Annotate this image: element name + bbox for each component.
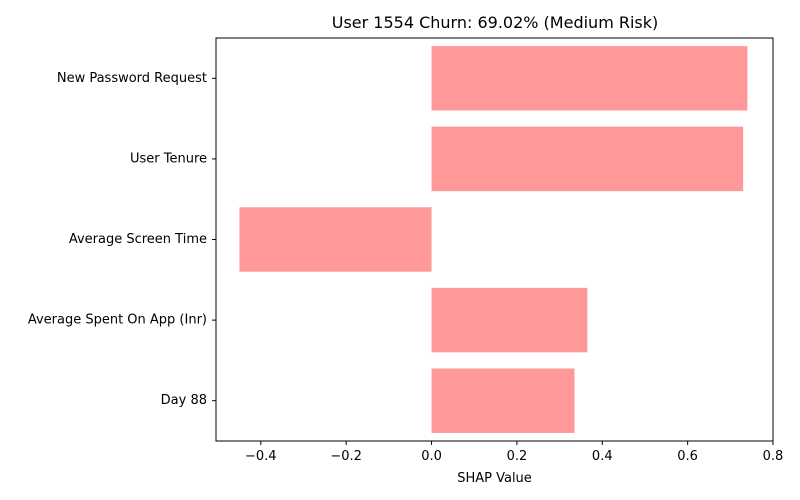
x-tick-label-3: 0.2 <box>507 449 528 464</box>
y-tick-label-4: Day 88 <box>161 393 207 408</box>
x-tick-label-2: 0.0 <box>421 449 442 464</box>
bar-3 <box>431 287 588 353</box>
y-tick-label-3: Average Spent On App (Inr) <box>28 313 207 328</box>
bar-0 <box>431 46 748 111</box>
x-axis-label: SHAP Value <box>457 471 532 486</box>
x-tick-label-6: 0.8 <box>763 449 784 464</box>
bar-2 <box>239 207 432 272</box>
bar-1 <box>431 126 744 192</box>
y-tick-label-0: New Password Request <box>57 71 207 86</box>
bar-4 <box>431 368 575 433</box>
y-tick-label-2: Average Screen Time <box>69 232 207 247</box>
y-tick-label-1: User Tenure <box>130 151 207 166</box>
x-tick-label-5: 0.6 <box>677 449 698 464</box>
x-tick-label-0: −0.4 <box>245 449 277 464</box>
x-tick-label-1: −0.2 <box>330 449 362 464</box>
plot-frame <box>215 37 774 442</box>
chart-title: User 1554 Churn: 69.02% (Medium Risk) <box>332 13 659 32</box>
x-tick-label-4: 0.4 <box>592 449 613 464</box>
